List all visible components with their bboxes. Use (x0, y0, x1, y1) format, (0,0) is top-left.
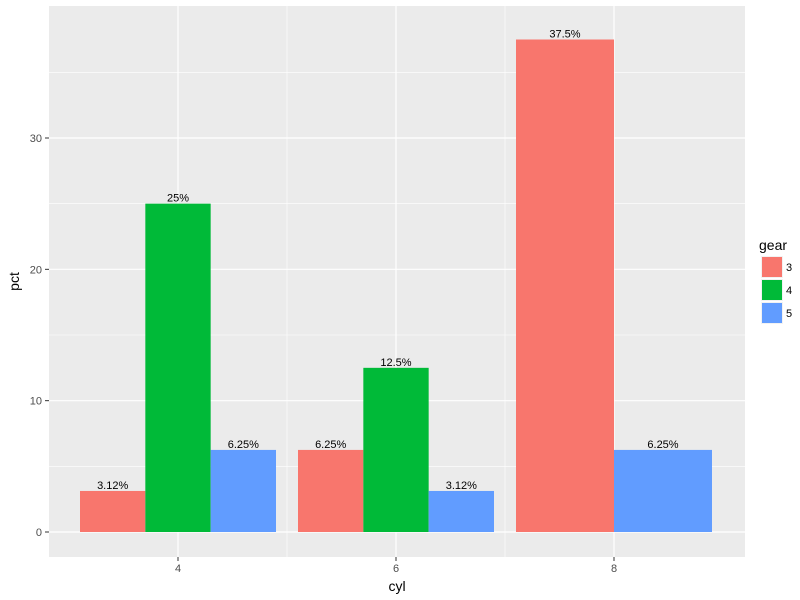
x-tick-label: 4 (175, 563, 181, 575)
y-tick-label: 30 (30, 133, 42, 145)
bar-value-label: 3.12% (97, 480, 128, 492)
y-tick-label: 0 (36, 527, 42, 539)
bar-value-label: 25% (167, 193, 189, 205)
x-tick-label: 6 (393, 563, 399, 575)
y-tick-label: 10 (30, 396, 42, 408)
legend-key (762, 257, 782, 277)
y-tick-label: 20 (30, 264, 42, 276)
bar (516, 39, 614, 532)
bar (210, 449, 276, 532)
bar-labels: 3.12% 25% 6.25% 6.25% 12.5% 3.12% 37.5% 6.25% (97, 29, 679, 492)
bar-value-label: 6.25% (315, 439, 346, 451)
x-axis-title: cyl (388, 578, 405, 594)
bar-value-label: 37.5% (549, 29, 580, 41)
bar (298, 449, 364, 532)
bars (80, 39, 712, 532)
legend-label: 5 (786, 308, 792, 320)
bar-value-label: 3.12% (446, 480, 477, 492)
bar (614, 449, 712, 532)
bar (363, 367, 429, 532)
bar-value-label: 12.5% (380, 357, 411, 369)
bar-value-label: 6.25% (647, 439, 678, 451)
y-axis: 0 10 20 30 (30, 133, 49, 539)
bar (80, 490, 146, 532)
legend-key (762, 280, 782, 300)
legend-label: 4 (786, 285, 792, 297)
bar-value-label: 6.25% (228, 439, 259, 451)
x-axis: 4 6 8 (175, 557, 617, 575)
legend-key (762, 303, 782, 323)
bar (428, 490, 494, 532)
bar (145, 203, 211, 532)
y-axis-title: pct (6, 272, 22, 291)
x-tick-label: 8 (611, 563, 617, 575)
legend: gear 3 4 5 (759, 237, 792, 324)
legend-title: gear (759, 237, 787, 253)
legend-label: 3 (786, 262, 792, 274)
